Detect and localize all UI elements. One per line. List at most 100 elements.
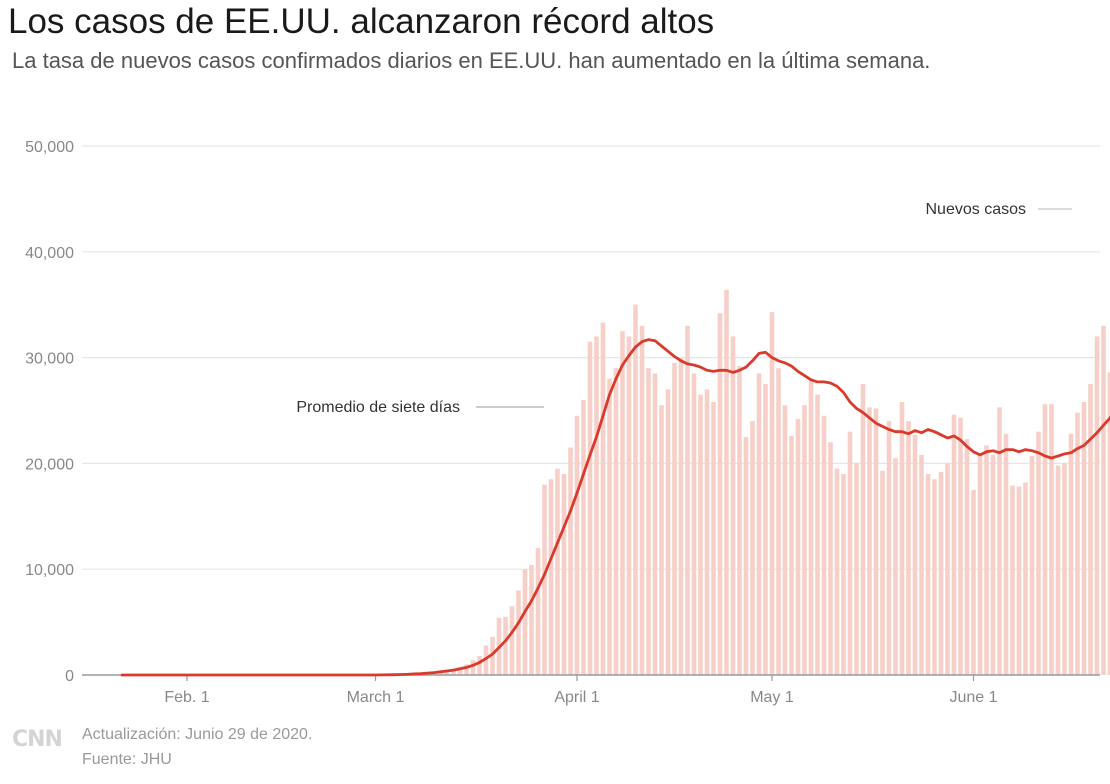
daily-cases-bar: [509, 606, 515, 675]
chart-title: Los casos de EE.UU. alcanzaron récord al…: [8, 2, 715, 41]
seven-day-average-path: [120, 338, 1110, 677]
chart-footer: Actualización: Junio 29 de 2020. Fuente:…: [82, 722, 312, 772]
daily-cases-bar: [951, 414, 957, 675]
daily-cases-bar: [1075, 412, 1080, 675]
daily-cases-bar: [867, 407, 872, 675]
daily-cases-bar: [925, 473, 931, 675]
daily-cases-bar: [795, 418, 801, 675]
daily-cases-bar: [522, 569, 528, 675]
x-tick-label: June 1: [949, 689, 997, 706]
daily-cases-bar: [626, 336, 632, 675]
daily-cases-bar: [1081, 402, 1087, 675]
daily-cases-bar: [587, 341, 593, 675]
y-tick-label: 40,000: [25, 245, 74, 262]
daily-cases-bar: [490, 636, 495, 675]
daily-cases-bar: [568, 447, 573, 675]
daily-cases-bar: [906, 421, 911, 675]
daily-cases-bar: [737, 366, 742, 675]
y-tick-label: 10,000: [25, 562, 74, 579]
daily-cases-bar: [854, 463, 859, 675]
x-tick-label: April 1: [554, 689, 599, 706]
daily-cases-bar: [990, 454, 996, 675]
daily-cases-bar: [678, 357, 684, 675]
y-tick-label: 30,000: [25, 351, 74, 368]
daily-cases-bar: [1062, 463, 1067, 675]
daily-cases-bar: [1088, 384, 1093, 675]
daily-cases-bar: [711, 402, 716, 675]
daily-cases-bar: [977, 453, 983, 675]
daily-cases-bar: [1107, 372, 1110, 675]
daily-cases-bar: [594, 336, 599, 675]
daily-cases-bar: [912, 434, 918, 675]
daily-cases-bar: [776, 368, 781, 675]
daily-cases-bar: [542, 484, 547, 675]
x-tick-label: May 1: [750, 689, 794, 706]
seven-day-average-line: [120, 338, 1110, 677]
daily-cases-bars: [379, 289, 1110, 675]
daily-cases-bar: [1042, 404, 1048, 675]
daily-cases-bar: [1003, 433, 1009, 675]
daily-cases-bar: [743, 436, 749, 675]
daily-cases-bar: [639, 325, 645, 675]
daily-cases-bar: [971, 489, 976, 675]
daily-cases-bar: [847, 431, 853, 675]
y-grid: 0 10,000 20,000 30,000 40,000 50,000: [25, 139, 1100, 685]
daily-cases-bar: [665, 389, 671, 675]
daily-cases-bar: [919, 454, 924, 675]
daily-cases-bar: [997, 407, 1002, 675]
cases-chart: 0 10,000 20,000 30,000 40,000 50,000 Feb. 1 Ma…: [25, 139, 1110, 706]
daily-cases-bar: [633, 304, 638, 675]
daily-cases-bar: [938, 471, 944, 675]
y-tick-label: 0: [65, 668, 74, 685]
daily-cases-bar: [600, 322, 606, 675]
annotation-seven-day-average: Promedio de siete días: [296, 399, 460, 416]
daily-cases-bar: [698, 394, 703, 675]
daily-cases-bar: [782, 405, 788, 675]
daily-cases-bar: [1049, 404, 1054, 675]
daily-cases-bar: [769, 312, 775, 675]
annotations: Promedio de siete días Nuevos casos: [296, 201, 1072, 416]
daily-cases-bar: [685, 325, 690, 675]
x-tick-label: March 1: [347, 689, 405, 706]
daily-cases-bar: [535, 548, 541, 675]
daily-cases-bar: [808, 378, 814, 675]
daily-cases-bar: [451, 668, 456, 675]
daily-cases-bar: [516, 590, 521, 675]
daily-cases-bar: [464, 664, 469, 675]
daily-cases-bar: [717, 313, 723, 675]
daily-cases-bar: [802, 405, 807, 675]
daily-cases-bar: [457, 666, 463, 675]
daily-cases-bar: [548, 479, 554, 675]
daily-cases-bar: [841, 473, 846, 675]
daily-cases-bar: [821, 415, 827, 675]
daily-cases-bar: [899, 402, 905, 675]
data-source: Fuente: JHU: [82, 751, 172, 768]
daily-cases-bar: [1068, 433, 1074, 675]
daily-cases-bar: [574, 415, 580, 675]
daily-cases-bar: [730, 336, 736, 675]
update-date: Actualización: Junio 29 de 2020.: [82, 726, 313, 743]
daily-cases-bar: [886, 421, 892, 675]
daily-cases-bar: [477, 655, 482, 675]
daily-cases-bar: [483, 645, 489, 675]
daily-cases-bar: [503, 616, 508, 675]
daily-cases-bar: [756, 373, 762, 675]
daily-cases-bar: [1094, 336, 1100, 675]
daily-cases-bar: [958, 417, 963, 675]
cnn-logo: CNN: [12, 727, 63, 752]
daily-cases-bar: [646, 368, 651, 675]
daily-cases-bar: [1055, 465, 1061, 675]
daily-cases-bar: [561, 473, 567, 675]
daily-cases-bar: [581, 399, 586, 675]
daily-cases-bar: [945, 463, 950, 675]
daily-cases-bar: [893, 458, 898, 675]
annotation-new-cases: Nuevos casos: [926, 201, 1027, 218]
daily-cases-bar: [750, 421, 755, 675]
daily-cases-bar: [1036, 431, 1041, 675]
chart-subtitle: La tasa de nuevos casos confirmados diar…: [12, 48, 931, 73]
x-axis: Feb. 1 March 1 April 1 May 1 June 1: [82, 674, 1100, 706]
y-tick-label: 50,000: [25, 139, 74, 156]
daily-cases-bar: [1016, 486, 1022, 675]
daily-cases-bar: [1101, 325, 1106, 675]
daily-cases-bar: [691, 373, 697, 675]
